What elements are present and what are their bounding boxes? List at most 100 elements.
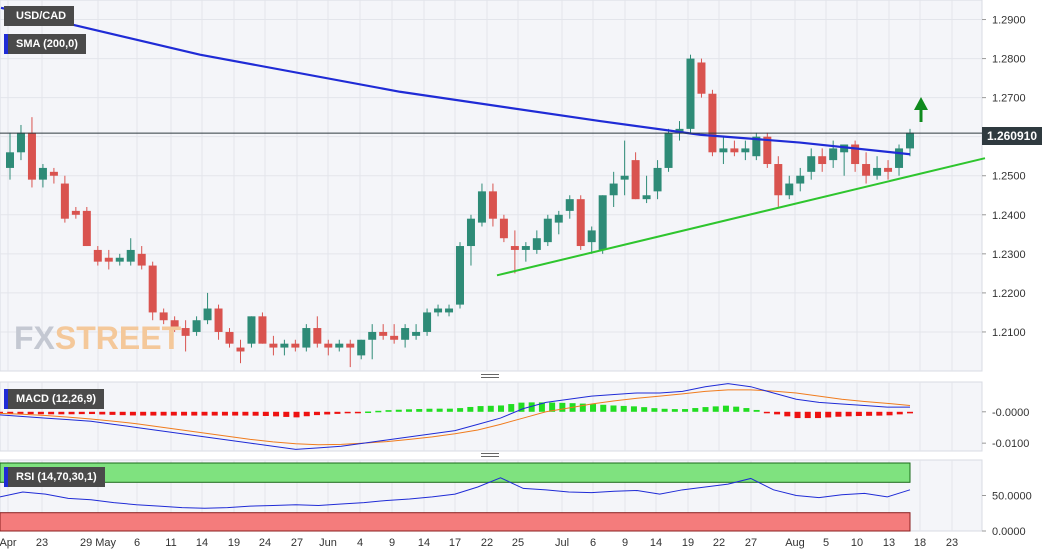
macd-histogram-bar-negative xyxy=(150,411,157,416)
date-tick-label: 13 xyxy=(883,537,895,549)
candle-up xyxy=(653,167,662,192)
macd-histogram-bar-negative xyxy=(324,411,331,415)
candle-down xyxy=(499,218,508,239)
candle-up xyxy=(686,58,695,129)
macd-histogram-bar-positive xyxy=(559,402,566,412)
candle-down xyxy=(225,331,234,344)
macd-histogram-bar-negative xyxy=(0,411,3,414)
candle-down xyxy=(730,148,739,153)
candle-down xyxy=(510,246,519,250)
candle-up xyxy=(247,316,256,344)
candle-up xyxy=(6,152,14,168)
macd-histogram-bar-positive xyxy=(702,407,709,412)
date-tick-label: Apr xyxy=(0,537,17,549)
candle-up xyxy=(192,320,201,332)
macd-histogram-bar-negative xyxy=(855,411,862,417)
candle-up xyxy=(807,156,816,172)
candle-up xyxy=(434,308,443,313)
date-tick-label: 27 xyxy=(291,537,303,549)
macd-histogram-bar-positive xyxy=(518,402,525,412)
macd-histogram-bar-negative xyxy=(825,411,832,418)
price-tick-label: 1.2100 xyxy=(992,327,1026,339)
candle-up xyxy=(412,331,421,336)
macd-tick-label: -0.0100 xyxy=(992,438,1029,450)
macd-histogram-bar-negative xyxy=(27,411,34,415)
macd-histogram-bar-negative xyxy=(293,411,300,418)
macd-histogram-bar-positive xyxy=(538,402,545,412)
macd-histogram-bar-negative xyxy=(835,411,842,417)
candle-up xyxy=(587,230,596,243)
candle-up xyxy=(752,136,761,157)
candle-down xyxy=(862,164,871,176)
date-tick-label: Jun xyxy=(319,537,337,549)
macd-histogram-bar-positive xyxy=(426,408,433,412)
candle-down xyxy=(313,328,322,344)
candle-down xyxy=(49,171,58,176)
date-tick-label: Jul xyxy=(555,537,569,549)
fxstreet-watermark: FXSTREET xyxy=(14,320,181,357)
candle-down xyxy=(763,136,772,165)
candle-up xyxy=(598,195,607,250)
macd-histogram-bar-negative xyxy=(109,411,116,415)
macd-histogram-bar-negative xyxy=(273,411,280,417)
date-tick-label: 23 xyxy=(946,537,958,549)
macd-histogram-bar-positive xyxy=(508,404,515,412)
ascending-trendline xyxy=(496,157,986,277)
rsi-tick-label: 0.0000 xyxy=(992,526,1026,538)
candle-up xyxy=(423,312,432,332)
candle-down xyxy=(884,167,893,172)
macd-histogram-bar-negative xyxy=(886,411,893,416)
candle-down xyxy=(631,160,640,200)
macd-histogram-bar-negative xyxy=(232,411,239,416)
macd-histogram-bar-negative xyxy=(89,411,96,415)
candle-up xyxy=(554,214,563,223)
candle-down xyxy=(291,343,300,348)
macd-histogram-bar-positive xyxy=(477,406,484,412)
candle-down xyxy=(258,316,267,344)
candle-up xyxy=(785,183,794,196)
candle-up xyxy=(126,249,135,262)
price-tick-label: 1.2800 xyxy=(992,54,1026,66)
candle-up xyxy=(840,144,849,153)
bullish-arrow-head xyxy=(914,97,928,110)
date-tick-label: 29 May xyxy=(80,537,117,549)
price-tick-label: 1.2500 xyxy=(992,171,1026,183)
date-tick-label: 6 xyxy=(134,537,140,549)
date-tick-label: 18 xyxy=(914,537,926,549)
candle-up xyxy=(521,246,530,250)
macd-histogram-bar-negative xyxy=(303,411,310,417)
macd-histogram-bar-negative xyxy=(221,411,228,416)
macd-histogram-bar-positive xyxy=(671,409,678,412)
price-tick-label: 1.2300 xyxy=(992,249,1026,261)
macd-histogram-bar-negative xyxy=(17,411,24,414)
candle-up xyxy=(532,238,541,250)
macd-tick-label: -0.0000 xyxy=(992,407,1029,419)
candle-down xyxy=(93,249,102,262)
candle-down xyxy=(236,347,245,352)
candle-up xyxy=(335,343,344,348)
macd-histogram-bar-negative xyxy=(804,411,811,419)
date-tick-label: 6 xyxy=(590,537,596,549)
macd-histogram-bar-negative xyxy=(58,411,65,415)
candle-up xyxy=(796,175,805,184)
price-tick-label: 1.2700 xyxy=(992,93,1026,105)
macd-histogram-bar-positive xyxy=(405,409,412,412)
candle-down xyxy=(774,164,783,196)
candle-down xyxy=(488,191,497,219)
macd-histogram-bar-negative xyxy=(78,411,85,415)
candle-up xyxy=(719,148,728,153)
macd-histogram-bar-negative xyxy=(160,411,167,416)
date-tick-label: 9 xyxy=(622,537,628,549)
macd-histogram-bar-positive xyxy=(620,405,627,412)
macd-histogram-bar-positive xyxy=(385,410,392,412)
date-tick-label: 27 xyxy=(745,537,757,549)
candle-up xyxy=(543,218,552,243)
candle-up xyxy=(38,167,47,180)
macd-histogram-bar-positive xyxy=(528,402,535,412)
macd-histogram-bar-positive xyxy=(365,411,372,414)
candle-up xyxy=(357,339,366,356)
macd-histogram-bar-negative xyxy=(794,411,801,419)
date-tick-label: 23 xyxy=(36,537,48,549)
macd-histogram-bar-negative xyxy=(866,411,873,416)
